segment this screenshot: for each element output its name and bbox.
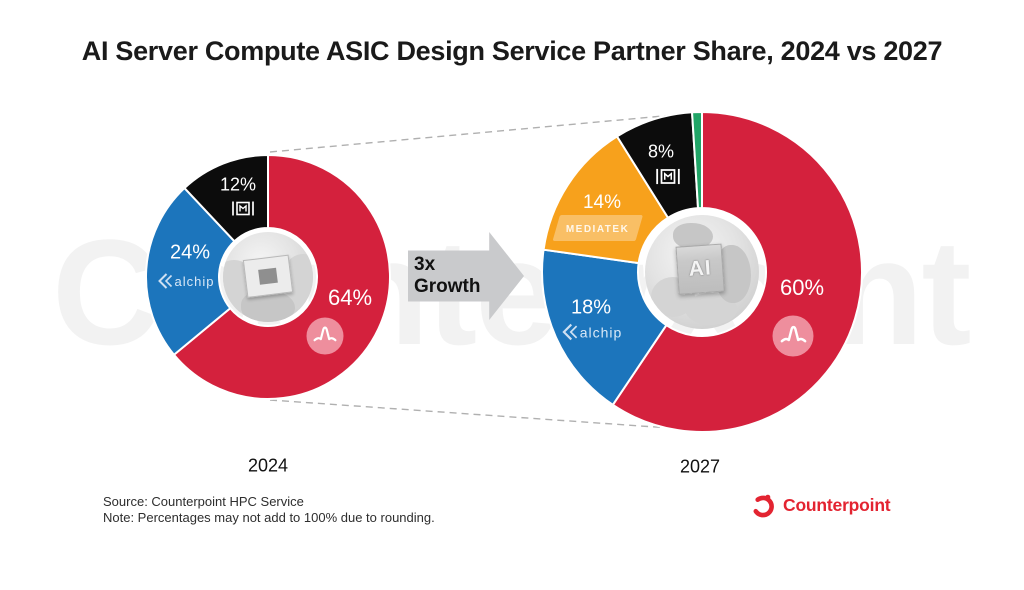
- footnotes: Source: Counterpoint HPC Service Note: P…: [103, 494, 435, 525]
- rounding-note: Note: Percentages may not add to 100% du…: [103, 509, 435, 525]
- alchip-chevron-icon: [158, 273, 173, 289]
- mediatek-logo: MEDIATEK: [552, 215, 644, 241]
- broadcom-pulse-icon: [772, 315, 814, 357]
- year-label-2024: 2024: [247, 455, 289, 476]
- label-mediatek-2027: 14%: [582, 192, 622, 213]
- segment-mediatek-2027: [542, 135, 670, 265]
- counterpoint-c-icon: [752, 494, 774, 518]
- segment-marvell-2024: [183, 153, 269, 243]
- label-alchip-2024: 24%: [169, 241, 211, 264]
- marvell-m-icon: [655, 165, 681, 194]
- label-broadcom-2024: 64%: [327, 285, 373, 310]
- ai-chip-photo-2027: AI: [645, 215, 759, 329]
- counterpoint-logo: Counterpoint: [750, 492, 891, 519]
- label-alchip-2027: 18%: [570, 296, 612, 319]
- broadcom-pulse-icon: [306, 317, 344, 355]
- segment-other-unlabeled--2027: [690, 110, 703, 210]
- growth-label: 3x Growth: [414, 254, 481, 297]
- label-broadcom-2027: 60%: [779, 275, 825, 300]
- segment-alchip-2027: [541, 248, 668, 407]
- counterpoint-wordmark: Counterpoint: [783, 495, 891, 515]
- alchip-chevron-icon: [562, 323, 578, 341]
- label-marvell-2027: 8%: [647, 141, 675, 162]
- alchip-logo-2027: alchip: [562, 323, 623, 341]
- label-marvell-2024: 12%: [219, 174, 257, 195]
- growth-arrow: 3x Growth: [408, 232, 524, 320]
- ai-chip-label: AI: [687, 256, 713, 281]
- marvell-m-icon: [231, 198, 255, 225]
- chip-photo-2024: [223, 232, 313, 322]
- chart-title: AI Server Compute ASIC Design Service Pa…: [81, 36, 943, 66]
- alchip-logo-2024: alchip: [158, 273, 215, 289]
- year-label-2027: 2027: [679, 456, 721, 477]
- segment-alchip-2024: [145, 186, 236, 357]
- source-note: Source: Counterpoint HPC Service: [103, 494, 304, 509]
